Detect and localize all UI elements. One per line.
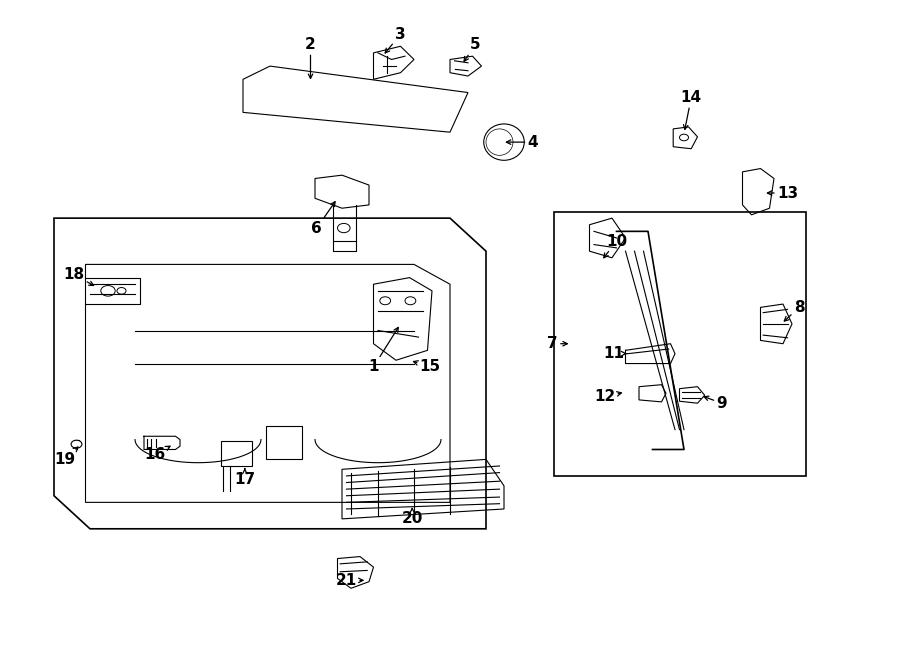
Text: 11: 11: [603, 346, 627, 361]
Text: 18: 18: [63, 267, 94, 286]
Text: 4: 4: [507, 135, 538, 149]
Text: 9: 9: [704, 396, 727, 410]
Text: 14: 14: [680, 91, 702, 130]
Text: 12: 12: [594, 389, 621, 404]
Text: 1: 1: [368, 327, 399, 374]
Circle shape: [71, 440, 82, 448]
Bar: [220, 441, 252, 466]
Bar: [266, 426, 302, 459]
Text: 17: 17: [234, 469, 256, 486]
Text: 8: 8: [784, 300, 805, 321]
Text: 13: 13: [768, 186, 798, 200]
Text: 21: 21: [336, 573, 363, 588]
Text: 19: 19: [54, 447, 78, 467]
Text: 7: 7: [547, 336, 567, 351]
Text: 2: 2: [305, 38, 316, 79]
Text: 3: 3: [385, 27, 406, 53]
Text: 15: 15: [413, 360, 441, 374]
Text: 16: 16: [144, 446, 170, 462]
Text: 20: 20: [401, 508, 423, 526]
Text: 10: 10: [604, 234, 627, 258]
Text: 5: 5: [464, 38, 481, 61]
Text: 6: 6: [311, 202, 335, 235]
